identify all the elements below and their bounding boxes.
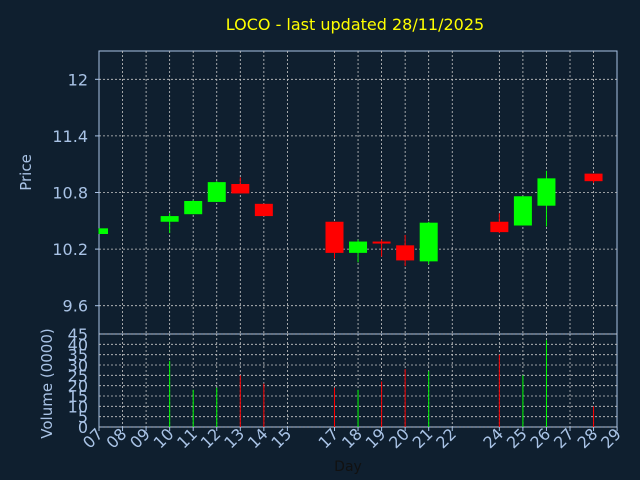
x-tick-label: 29 [597, 424, 625, 452]
volume-tick-label: 0 [78, 418, 88, 437]
price-tick-label: 12 [68, 70, 88, 89]
volume-tick-label: 45 [68, 325, 88, 344]
price-tick-label: 10.2 [52, 240, 88, 259]
volume-tick-label: 5 [78, 408, 88, 427]
candle-body [372, 241, 391, 244]
volume-tick-label: 25 [68, 366, 88, 385]
chart-title: LOCO - last updated 28/11/2025 [226, 15, 484, 34]
candle-body [396, 245, 415, 261]
price-panel: 9.6 10.2 10.8 11.4 12 Price [17, 50, 618, 335]
volume-tick-label: 40 [68, 335, 88, 354]
volume-axis-label: Volume (0000) [38, 328, 56, 438]
candle-body [254, 203, 273, 217]
candle-body [207, 182, 226, 202]
price-axis-label: Price [17, 154, 35, 191]
candle-body [160, 216, 179, 222]
candle-body [325, 221, 344, 253]
candle-body [184, 200, 203, 215]
x-tick-label: 15 [267, 424, 295, 452]
volume-tick-label: 35 [68, 346, 88, 365]
volume-tick-label: 20 [68, 377, 88, 396]
x-axis-label: Day [334, 459, 362, 475]
volume-tick-label: 30 [68, 356, 88, 375]
price-tick-label: 9.6 [63, 297, 88, 316]
candle-body [513, 196, 532, 226]
candle-body [584, 173, 603, 182]
volume-tick-label: 10 [68, 397, 88, 416]
candle-body [231, 184, 250, 194]
price-tick-label: 11.4 [52, 127, 88, 146]
candle-body [490, 221, 509, 233]
candle-body [419, 222, 438, 262]
candle-body [537, 178, 556, 206]
x-tick-label: 22 [432, 424, 460, 452]
candle-body [349, 241, 368, 253]
candle-body [99, 228, 108, 235]
volume-tick-label: 15 [68, 387, 88, 406]
price-tick-label: 10.8 [52, 184, 88, 203]
